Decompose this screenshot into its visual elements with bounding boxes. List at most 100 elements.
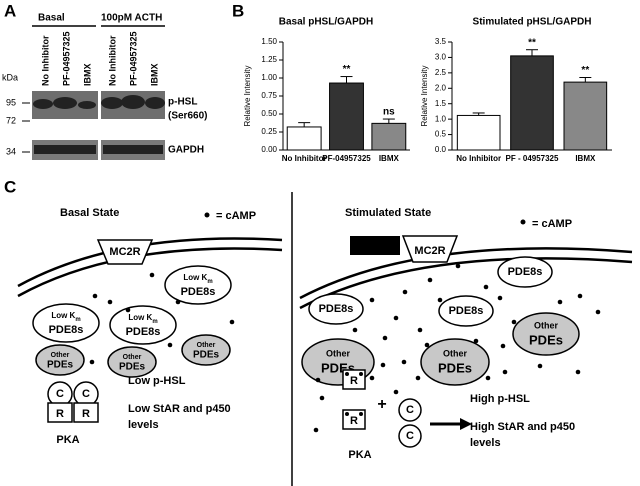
y-tick-label: 2.0: [435, 83, 447, 92]
camp-dot: [485, 375, 491, 381]
outcome: Low p-HSL: [128, 375, 186, 387]
camp-dot: [89, 359, 95, 365]
km-label: Low Km: [183, 273, 212, 284]
error-bar: [382, 118, 395, 124]
y-tick-label: 0.5: [435, 130, 447, 139]
enzyme-top: Other: [51, 352, 70, 359]
camp-dot: [437, 297, 443, 303]
outcome: levels: [128, 419, 159, 431]
enzyme: [438, 295, 494, 327]
camp-dot: [229, 319, 235, 325]
outcome: levels: [470, 437, 501, 449]
camp-dot: [575, 369, 581, 375]
x-tick-label: No Inhibitor: [282, 154, 327, 163]
enzyme-top: Other: [197, 342, 216, 349]
significance-label: **: [528, 37, 536, 48]
camp-dot: [502, 369, 508, 375]
camp-dot: [402, 289, 408, 295]
enzyme-top: Other: [326, 348, 351, 358]
panel-label: A: [4, 1, 16, 20]
enzyme-name: PDE8s: [49, 324, 84, 336]
band: [145, 97, 165, 109]
enzyme-name: PDE8s: [508, 266, 543, 278]
pka-r-label: R: [350, 375, 358, 387]
y-tick-label: 0.75: [261, 91, 277, 100]
pka-c: [398, 398, 422, 422]
bar: [286, 126, 322, 151]
camp-dot: [483, 284, 489, 290]
lane-label: No Inhibitor: [107, 35, 117, 86]
receptor-label: MC2R: [414, 245, 445, 257]
camp-dot: [473, 338, 479, 344]
enzyme: [512, 312, 580, 356]
marker-label: 95: [6, 97, 16, 107]
band-label: p-HSL: [168, 97, 197, 108]
lane-label: IBMX: [149, 64, 159, 87]
camp-dot: [401, 359, 407, 365]
y-tick-label: 1.5: [435, 99, 447, 108]
y-tick-label: 1.0: [435, 114, 447, 123]
enzyme: [181, 334, 231, 366]
state-title: Stimulated State: [345, 207, 431, 219]
camp-dot: [417, 327, 423, 333]
camp-dot: [175, 299, 181, 305]
membrane-line: [299, 257, 633, 310]
km-label: Low Km: [128, 313, 157, 324]
camp-dot: [393, 389, 399, 395]
pka-c-label: C: [406, 430, 414, 442]
outcome: High p-HSL: [470, 393, 530, 405]
pka-r-label: R: [56, 408, 64, 420]
enzyme-top: Other: [443, 348, 468, 358]
error-bar: [579, 76, 592, 83]
enzyme: [497, 256, 553, 288]
chart-title: Basal pHSL/GAPDH: [279, 17, 373, 28]
bar: [371, 122, 407, 151]
camp-dot: [107, 299, 113, 305]
enzyme: [420, 338, 490, 386]
camp-dot: [125, 307, 131, 313]
km-subscript: m: [75, 317, 80, 323]
y-tick-label: 0.50: [261, 109, 277, 118]
kda-label: kDa: [2, 72, 18, 82]
y-tick-label: 0.0: [435, 145, 447, 154]
camp-dot: [427, 277, 433, 283]
x-tick-label: IBMX: [575, 154, 596, 163]
camp-dot: [369, 375, 375, 381]
x-tick-label: No Inhibitor: [456, 154, 501, 163]
arrowhead: [460, 418, 472, 430]
enzyme: [35, 344, 85, 376]
y-tick-label: 3.5: [435, 37, 447, 46]
enzyme: [107, 346, 157, 378]
pka-c-label: C: [82, 388, 90, 400]
enzyme-name: PDE8s: [319, 303, 354, 315]
band: [34, 145, 96, 154]
outcome: High StAR and p450: [470, 421, 575, 433]
camp-legend: = cAMP: [532, 218, 572, 230]
acth-box: [350, 236, 400, 255]
lane-label: PF-04957325: [61, 31, 71, 86]
enzyme-name: PDEs: [193, 350, 220, 361]
y-axis-label: Relative Intensity: [420, 66, 429, 127]
camp-dot: [149, 272, 155, 278]
bar: [510, 55, 554, 151]
significance-label: **: [343, 64, 351, 75]
error-bar: [526, 49, 538, 56]
enzyme-name: PDEs: [529, 332, 563, 347]
marker-label: 72: [6, 115, 16, 125]
y-tick-label: 3.0: [435, 53, 447, 62]
camp-dot: [537, 363, 543, 369]
y-axis-label: Relative Intensity: [243, 66, 252, 127]
lane-label: No Inhibitor: [40, 35, 50, 86]
camp-dot: [500, 343, 506, 349]
plus-sign: +: [377, 396, 386, 413]
panel-label: C: [4, 177, 16, 196]
camp-dot: [382, 335, 388, 341]
bar: [329, 82, 364, 151]
camp-dot: [577, 293, 583, 299]
pka-c: [398, 424, 422, 448]
camp-dot: [595, 309, 601, 315]
enzyme-name: PDE8s: [126, 326, 161, 338]
camp-legend: = cAMP: [216, 210, 256, 222]
camp-dot: [359, 412, 363, 416]
bar: [563, 81, 608, 151]
